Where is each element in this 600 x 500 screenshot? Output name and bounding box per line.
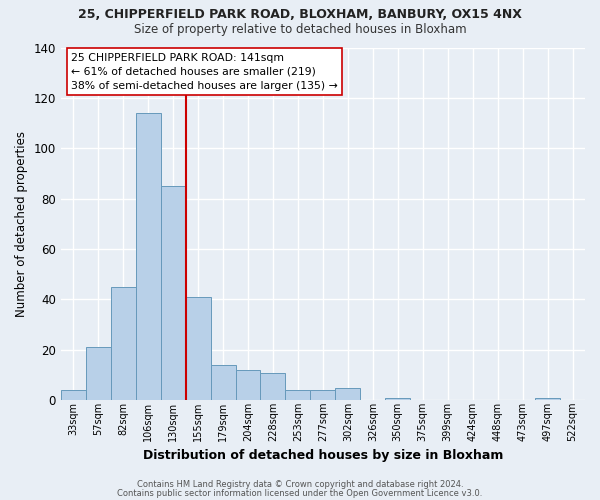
Text: Contains HM Land Registry data © Crown copyright and database right 2024.: Contains HM Land Registry data © Crown c… [137,480,463,489]
Bar [61,390,86,400]
Text: Contains public sector information licensed under the Open Government Licence v3: Contains public sector information licen… [118,488,482,498]
Bar [161,186,185,400]
X-axis label: Distribution of detached houses by size in Bloxham: Distribution of detached houses by size … [143,450,503,462]
Text: Size of property relative to detached houses in Bloxham: Size of property relative to detached ho… [134,22,466,36]
Bar [86,348,111,401]
Y-axis label: Number of detached properties: Number of detached properties [15,131,28,317]
Bar [136,113,161,401]
Bar [286,390,310,400]
Text: 25 CHIPPERFIELD PARK ROAD: 141sqm
← 61% of detached houses are smaller (219)
38%: 25 CHIPPERFIELD PARK ROAD: 141sqm ← 61% … [71,53,338,91]
Bar [385,398,410,400]
Bar [236,370,260,400]
Bar [211,365,236,400]
Bar [111,287,136,401]
Bar [310,390,335,400]
Text: 25, CHIPPERFIELD PARK ROAD, BLOXHAM, BANBURY, OX15 4NX: 25, CHIPPERFIELD PARK ROAD, BLOXHAM, BAN… [78,8,522,20]
Bar [535,398,560,400]
Bar [185,297,211,401]
Bar [260,372,286,400]
Bar [335,388,361,400]
